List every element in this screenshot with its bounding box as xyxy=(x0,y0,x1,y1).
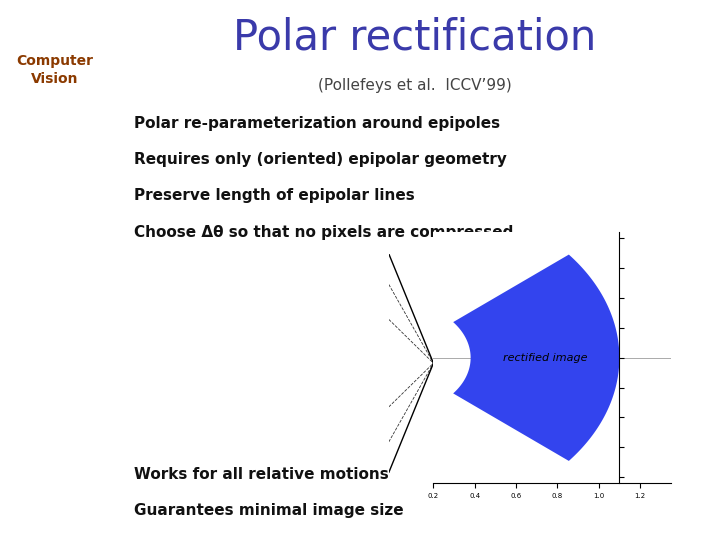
Text: Works for all relative motions: Works for all relative motions xyxy=(134,467,389,482)
Text: Requires only (oriented) epipolar geometry: Requires only (oriented) epipolar geomet… xyxy=(134,152,507,167)
Text: $\Delta\theta_{\rm i}$: $\Delta\theta_{\rm i}$ xyxy=(129,401,147,415)
Text: Polar rectification: Polar rectification xyxy=(233,16,596,58)
Text: $l_{\rm max}$: $l_{\rm max}$ xyxy=(217,267,237,280)
Text: rectified image: rectified image xyxy=(503,353,588,363)
Text: $l_{\rm min}$: $l_{\rm min}$ xyxy=(312,335,330,349)
Text: Computer
Vision: Computer Vision xyxy=(17,54,93,86)
Text: Polar re-parameterization around epipoles: Polar re-parameterization around epipole… xyxy=(134,116,500,131)
Text: original image: original image xyxy=(179,343,264,356)
Text: Preserve length of epipolar lines: Preserve length of epipolar lines xyxy=(134,188,415,204)
Text: Choose Δθ so that no pixels are compressed: Choose Δθ so that no pixels are compress… xyxy=(134,225,513,240)
Text: y: y xyxy=(133,446,143,460)
Text: (Pollefeys et al.  ICCV’99): (Pollefeys et al. ICCV’99) xyxy=(318,78,512,93)
Text: x: x xyxy=(352,266,361,280)
Text: Guarantees minimal image size: Guarantees minimal image size xyxy=(134,503,403,518)
Polygon shape xyxy=(453,254,619,461)
